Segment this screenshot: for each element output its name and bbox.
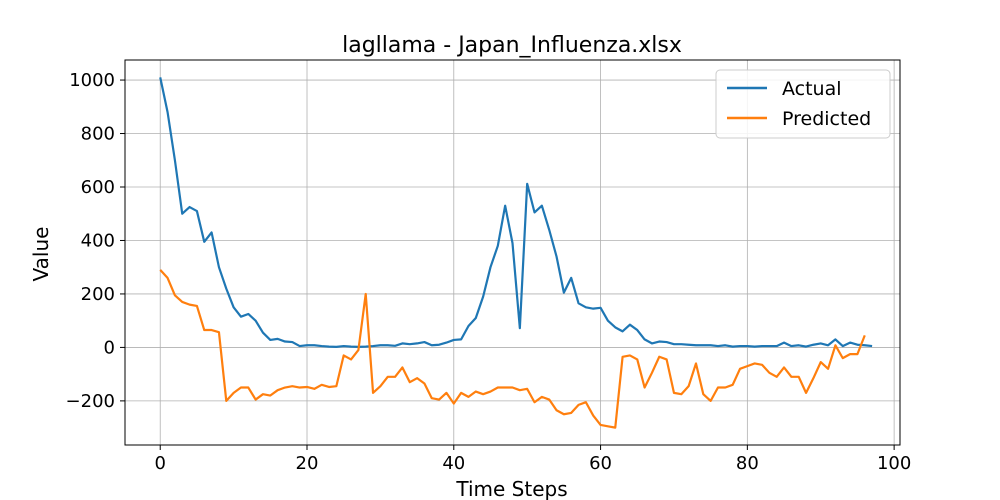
x-tick-label: 0 — [155, 453, 166, 474]
x-tick-label: 80 — [736, 453, 759, 474]
x-tick-label: 20 — [296, 453, 319, 474]
y-tick-label: 1000 — [69, 70, 115, 91]
series-lines — [159, 77, 873, 429]
chart-title: lagllama - Japan_Influenza.xlsx — [342, 33, 682, 58]
x-tick-label: 40 — [442, 453, 465, 474]
x-tick-label: 100 — [877, 453, 911, 474]
legend: Actual Predicted — [715, 69, 891, 139]
legend-label-actual: Actual — [782, 78, 842, 100]
x-tick-label: 60 — [589, 453, 612, 474]
y-tick-label: 400 — [81, 230, 115, 251]
y-tick-label: −200 — [66, 391, 115, 412]
y-tick-label: 600 — [81, 177, 115, 198]
plot-frame — [124, 59, 901, 446]
axis-ticks: 0 20 40 60 80 100 −200 0 200 400 600 800 1000 — [66, 70, 912, 474]
y-axis-label: Value — [29, 227, 53, 282]
x-axis-label: Time Steps — [455, 477, 567, 500]
y-tick-label: 0 — [104, 337, 115, 358]
series-line-predicted — [159, 269, 866, 429]
y-tick-label: 800 — [81, 124, 115, 145]
legend-label-predicted: Predicted — [782, 108, 871, 130]
y-tick-label: 200 — [81, 284, 115, 305]
series-line-actual — [159, 77, 873, 348]
